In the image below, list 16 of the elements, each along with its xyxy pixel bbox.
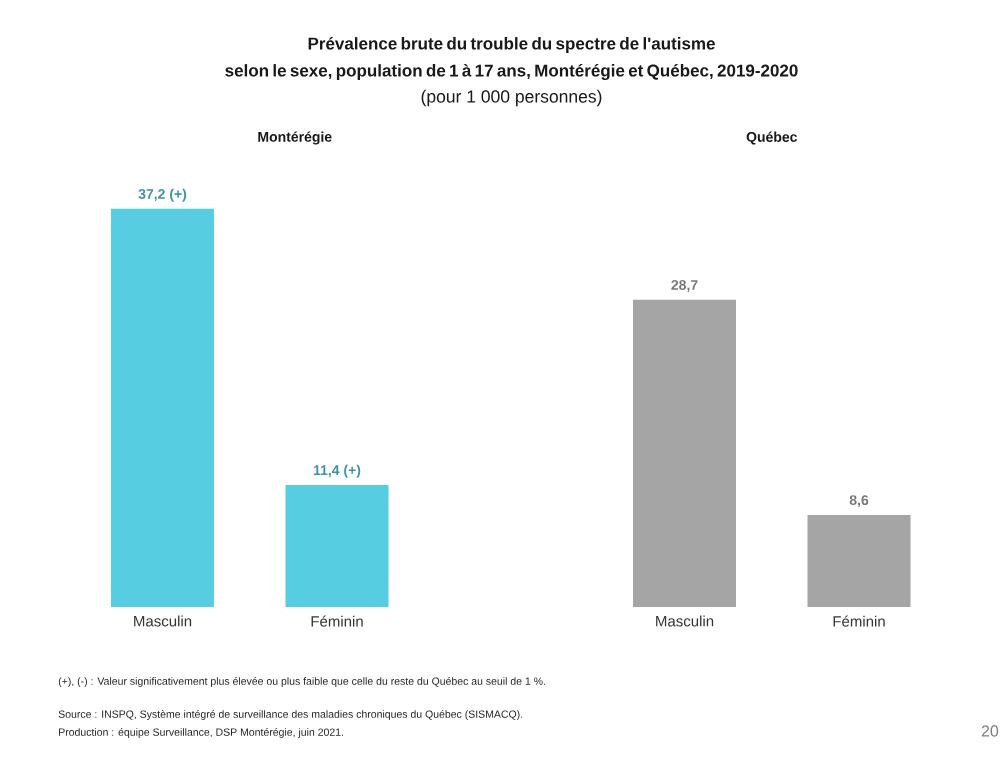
x-tick-label: Masculin: [134, 615, 192, 627]
chart-title: Montérégie: [258, 131, 332, 145]
text: (+), (-) : Valeur significativement plus élevée ou plus faible que celle du reste du Québec au seuil de 1 %.: [58, 677, 545, 687]
x-tick-label: Féminin: [833, 615, 885, 627]
text: Production : équipe Surveillance, DSP Montérégie, juin 2021.: [59, 728, 343, 738]
x-tick-label: Féminin: [311, 615, 363, 627]
chart-title: Québec: [746, 131, 798, 145]
text: Prévalence brute du trouble du spectre de l'autisme selon le sexe, population de 1 à 17 ans, Montérégie et Québec, 2019-2020: [225, 36, 798, 81]
text: 20: [981, 725, 999, 737]
data-label: 37,2 (+): [138, 188, 187, 202]
x-tick-label: Masculin: [656, 615, 714, 627]
text: (pour 1 000 personnes): [421, 89, 602, 107]
data-label: 11,4 (+): [313, 464, 361, 478]
data-label: 28,7: [671, 280, 698, 292]
data-label: 8,6: [849, 495, 869, 508]
source-note: Source : INSPQ, Système intégré de surveillance des maladies chroniques du Québec (SISMACQ).: [58, 710, 523, 720]
